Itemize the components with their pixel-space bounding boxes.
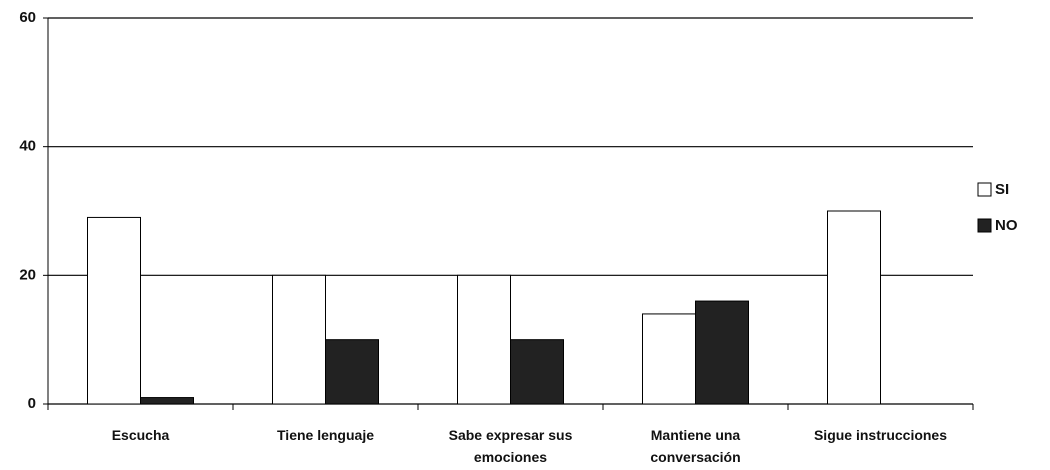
bar xyxy=(87,216,141,405)
x-tick-label: Sigue instrucciones xyxy=(813,427,948,443)
x-tick-label: Sabe expresar sus emociones xyxy=(448,427,573,465)
legend-swatch xyxy=(977,182,992,197)
legend-label: NO xyxy=(995,217,1018,234)
bar xyxy=(827,210,881,405)
bar xyxy=(457,274,511,405)
y-tick-label: 0 xyxy=(28,395,36,412)
x-tick-label: Escucha xyxy=(111,427,170,443)
bar xyxy=(325,339,379,405)
bar xyxy=(272,274,326,405)
y-tick-label: 40 xyxy=(19,138,36,155)
x-tick-label: Tiene lenguaje xyxy=(277,427,374,443)
bar xyxy=(642,313,696,405)
bar xyxy=(140,397,194,405)
bar xyxy=(695,300,749,405)
legend-swatch xyxy=(977,218,992,233)
x-tick-label: Mantiene una conversación xyxy=(650,427,741,465)
legend-label: SI xyxy=(995,181,1009,198)
y-tick-label: 60 xyxy=(19,9,36,26)
bar xyxy=(510,339,564,405)
y-tick-label: 20 xyxy=(19,266,36,283)
